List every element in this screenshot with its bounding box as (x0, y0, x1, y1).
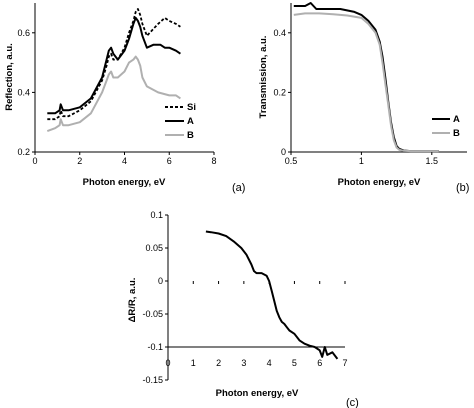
panel-a-x-tick-label: 4 (122, 156, 127, 166)
panel-a-y-ticks: 0.2 0.4 0.6 (17, 28, 35, 157)
panel-c-x-tick-label: 4 (267, 358, 272, 368)
panel-c-y-tick-label: 0.05 (145, 243, 163, 253)
panel-c-y-tick-label: -0.1 (147, 342, 163, 352)
panel-c-delta-r-chart: 0 1 2 3 4 5 6 7 -0.15 -0.1 -0.05 0 0.05 0.1 Photon e… (127, 210, 359, 408)
panel-b-legend-label-a: A (453, 114, 460, 125)
panel-c-x-axis-label: Photon energy, eV (216, 388, 299, 399)
panel-c-x-ticks: 0 1 2 3 4 5 6 7 (165, 281, 348, 368)
panel-b-label: (b) (456, 182, 469, 194)
panel-a-series-a-line (47, 16, 181, 115)
panel-c-x-tick-label: 5 (292, 358, 297, 368)
panel-a-plot-area: 0 2 4 6 8 0.2 0.4 0.6 (17, 3, 217, 166)
panel-a-x-tick-label: 0 (32, 156, 37, 166)
panel-c-x-tick-label: 2 (216, 358, 221, 368)
panel-c-y-tick-label: -0.05 (142, 309, 163, 319)
panel-b-transmission-chart: 0.5 1 1.5 0 0.2 0.4 Photon energy, eV Transm… (258, 2, 469, 194)
panel-b-x-tick-label: 1.5 (426, 156, 439, 166)
panel-a-x-tick-label: 2 (77, 156, 82, 166)
panel-c-x-tick-label: 1 (191, 358, 196, 368)
panel-b-series-a-line (293, 2, 439, 153)
panel-c-y-tick-label: 0 (158, 276, 163, 286)
panel-a-reflection-chart: 0 2 4 6 8 0.2 0.4 0.6 Photon energy, eV Reflec… (4, 3, 245, 194)
panel-b-x-axis-label: Photon energy, eV (338, 177, 421, 188)
panel-c-x-tick-label: 6 (317, 358, 322, 368)
panel-a-x-ticks: 0 2 4 6 8 (32, 152, 217, 166)
panel-a-y-axis-label: Reflection, a.u. (4, 43, 15, 111)
panel-c-y-tick-label: 0.1 (150, 210, 163, 220)
panel-b-y-axis-label: Transmission, a.u. (258, 36, 269, 119)
panel-b-series-b-line (293, 12, 439, 153)
panel-a-label: (a) (232, 182, 245, 194)
panel-a-legend-label-si: Si (187, 102, 196, 113)
panel-c-plot-area: 0 1 2 3 4 5 6 7 -0.15 -0.1 -0.05 0 0.05 0.1 (142, 210, 347, 385)
panel-c-x-tick-label: 7 (342, 358, 347, 368)
panel-c-x-tick-label: 0 (165, 358, 170, 368)
panel-b-y-ticks: 0 0.2 0.4 (273, 28, 291, 157)
panel-a-series-b-line (46, 55, 181, 133)
panel-b-x-tick-label: 0.5 (285, 156, 298, 166)
panel-c-label: (c) (346, 397, 359, 408)
panel-a-x-axis-label: Photon energy, eV (83, 177, 166, 188)
panel-a-y-tick-label: 0.2 (17, 147, 30, 157)
panel-c-y-axis-label: ΔR/R, a.u. (127, 278, 138, 323)
panel-a-legend-label-a: A (187, 116, 194, 127)
panel-a-y-tick-label: 0.6 (17, 28, 30, 38)
panel-c-y-ticks: -0.15 -0.1 -0.05 0 0.05 0.1 (142, 210, 168, 385)
panel-c-x-tick-label: 3 (241, 358, 246, 368)
panel-a-series-si-line (47, 8, 181, 121)
panel-c-series-main-line (205, 230, 339, 360)
panel-c-series (205, 230, 339, 360)
panel-b-y-tick-label: 0.2 (273, 87, 286, 97)
panel-b-plot-area: 0.5 1 1.5 0 0.2 0.4 (273, 2, 467, 166)
panel-b-x-tick-label: 1 (359, 156, 364, 166)
panel-a-y-tick-label: 0.4 (17, 87, 30, 97)
panel-b-legend: A B (428, 112, 464, 142)
panel-a-legend-label-b: B (187, 130, 194, 141)
panel-a-legend: Si A B (165, 101, 196, 141)
panel-b-legend-label-b: B (453, 128, 460, 139)
panel-b-legend-box (428, 112, 464, 142)
panel-c-y-tick-label: -0.15 (142, 375, 163, 385)
panel-b-y-tick-label: 0 (281, 147, 286, 157)
panel-a-x-tick-label: 6 (167, 156, 172, 166)
panel-b-y-tick-label: 0.4 (273, 28, 286, 38)
panel-b-series (293, 2, 439, 153)
panel-a-x-tick-label: 8 (211, 156, 216, 166)
panel-a-series (46, 8, 181, 133)
panel-b-x-ticks: 0.5 1 1.5 (285, 152, 438, 166)
